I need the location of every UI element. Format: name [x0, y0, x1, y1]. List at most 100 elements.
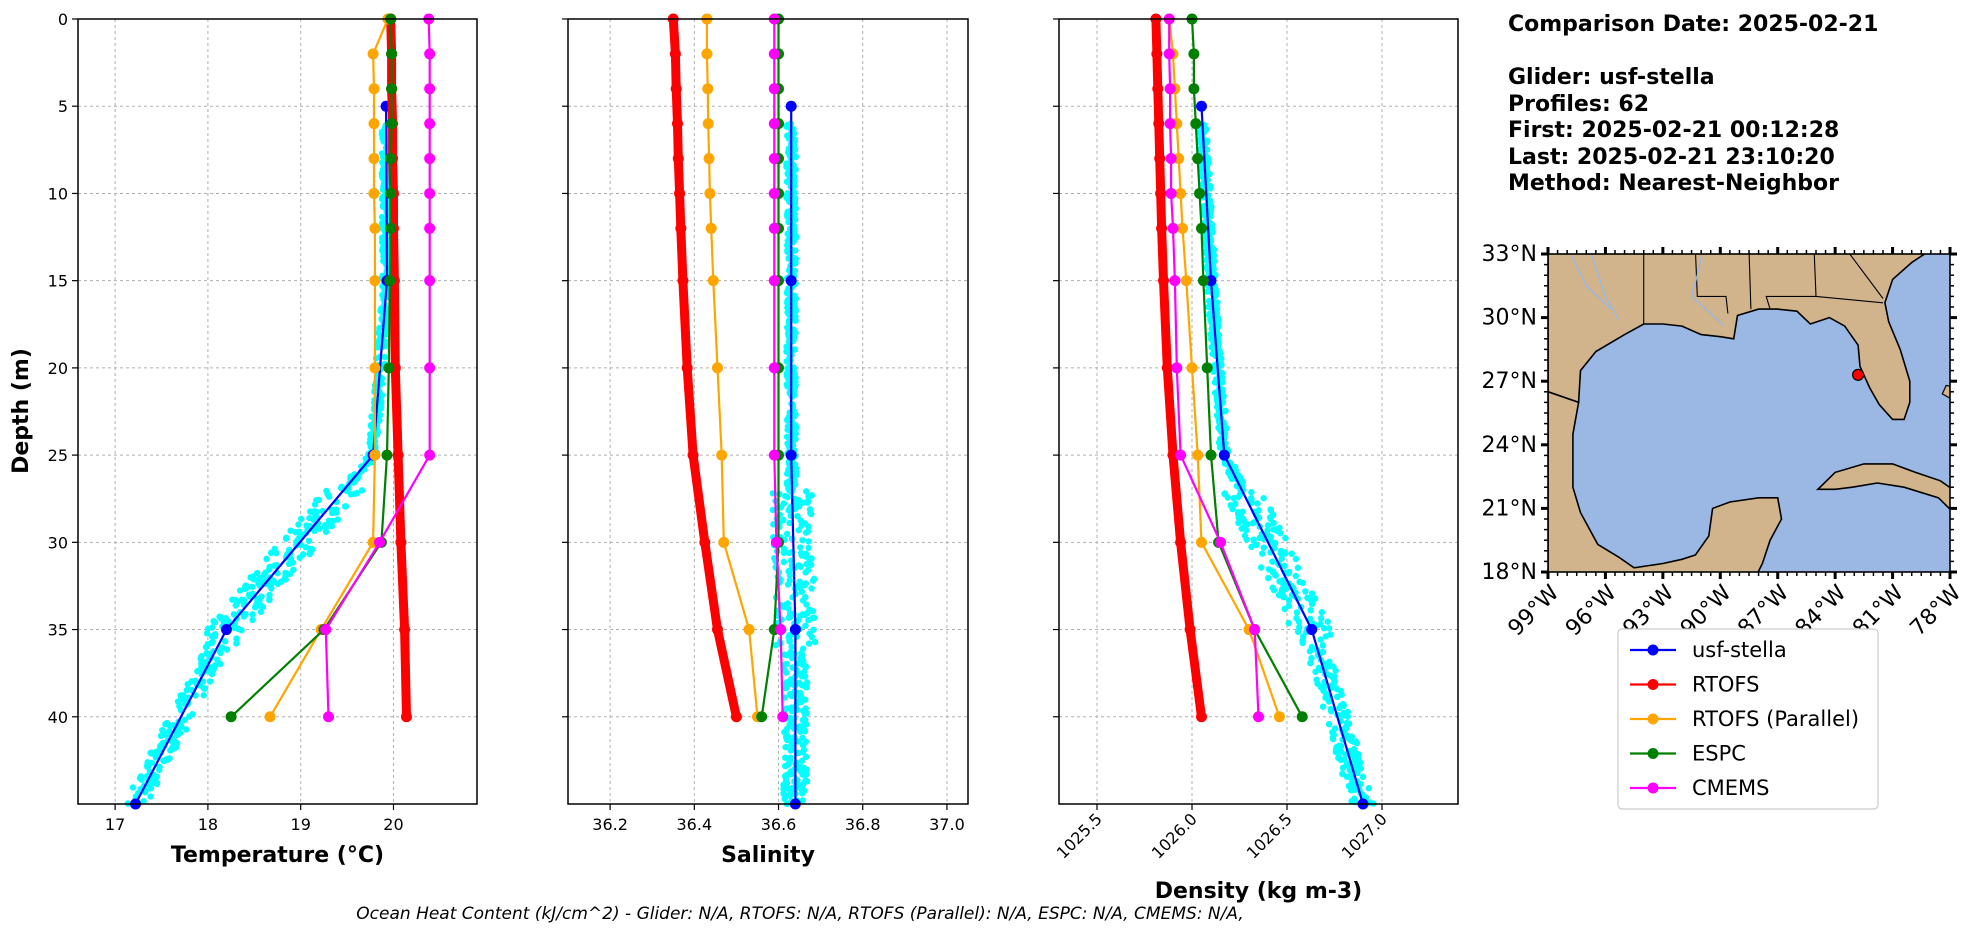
scatter-point: [208, 664, 215, 671]
scatter-point: [232, 602, 239, 609]
map-border: [1748, 254, 1752, 310]
y-tick-label: 10: [48, 184, 68, 203]
series-point: [1186, 362, 1198, 374]
series-point: [1161, 362, 1173, 374]
series-rtofs-parallel-: [701, 13, 763, 723]
series-point: [1167, 222, 1179, 234]
scatter-point: [1254, 500, 1261, 507]
scatter-point: [268, 580, 275, 588]
scatter-point: [254, 597, 261, 604]
scatter-point: [266, 591, 273, 599]
scatter-point: [1307, 607, 1314, 614]
scatter-point: [1357, 780, 1364, 788]
series-point: [768, 48, 780, 60]
scatter-point: [809, 577, 817, 584]
scatter-point: [1230, 495, 1237, 502]
scatter-point: [171, 738, 178, 745]
scatter-point: [148, 759, 156, 767]
series-cmems: [1163, 13, 1264, 723]
series-cmems: [768, 13, 789, 723]
y-tick-label: 25: [48, 446, 68, 465]
series-point: [1196, 711, 1207, 723]
scatter-point: [1350, 745, 1358, 753]
ohc-footer: Ocean Heat Content (kJ/cm^2) - Glider: N…: [356, 904, 1244, 924]
scatter-point: [801, 581, 808, 589]
series-point: [424, 83, 436, 95]
scatter-point: [257, 608, 265, 616]
series-point: [1177, 222, 1188, 234]
scatter-point: [1267, 533, 1274, 540]
comparison-date: Comparison Date: 2025-02-21: [1508, 12, 1879, 37]
series-point: [1167, 449, 1179, 461]
scatter-point: [1207, 331, 1214, 338]
series-point: [1218, 449, 1230, 461]
legend-box: [1617, 628, 1879, 810]
series-point: [699, 536, 711, 548]
scatter-point: [178, 723, 185, 731]
series-point: [1154, 153, 1166, 165]
scatter-point: [794, 499, 802, 506]
scatter-point: [1339, 764, 1347, 772]
scatter-point: [251, 604, 259, 611]
scatter-point: [798, 681, 805, 689]
scatter-point: [297, 515, 305, 523]
scatter-point: [379, 166, 387, 173]
series-usf-stella: [1196, 100, 1369, 810]
scatter-point: [807, 561, 815, 568]
scatter-point: [168, 744, 176, 751]
map-border: [1815, 295, 1884, 304]
legend-entry: RTOFS: [1630, 673, 1759, 697]
scatter-point: [792, 329, 799, 337]
legend: usf-stella RTOFS RTOFS (Parallel) ESPC CMEMS: [1617, 628, 1879, 810]
scatter-point: [235, 625, 242, 633]
x-axis-label: Density (kg m-3): [1155, 879, 1363, 904]
scatter-point: [1278, 555, 1285, 562]
scatter-point: [795, 699, 802, 706]
scatter-point: [162, 721, 169, 728]
scatter-point: [1197, 145, 1204, 152]
scatter-point: [380, 246, 387, 254]
y-axis-label: Depth (m): [9, 348, 34, 474]
series-point: [1173, 153, 1185, 165]
scatter-point: [241, 585, 249, 592]
scatter-point: [159, 730, 167, 737]
scatter-point: [1213, 412, 1221, 419]
series-point: [1184, 624, 1196, 636]
scatter-point: [799, 499, 807, 506]
map-river: [1690, 254, 1725, 327]
scatter-point: [803, 601, 810, 608]
legend-label: RTOFS (Parallel): [1692, 707, 1859, 731]
map-river: [1570, 254, 1612, 310]
x-tick-label: 18: [198, 815, 218, 834]
series-point: [369, 449, 381, 461]
scatter-point: [802, 569, 809, 576]
scatter-point: [374, 340, 381, 347]
last-time: Last: 2025-02-21 23:10:20: [1508, 144, 1835, 170]
scatter-point: [1269, 558, 1276, 565]
scatter-point: [1325, 721, 1333, 728]
scatter-point: [800, 764, 808, 772]
scatter-point: [321, 522, 329, 529]
scatter-point: [805, 523, 812, 530]
series-point: [383, 362, 395, 374]
scatter-point: [1264, 522, 1272, 529]
series-point: [1194, 187, 1206, 199]
x-tick-label: 17: [105, 815, 125, 834]
series-point: [424, 153, 436, 165]
scatter-point: [1205, 311, 1213, 319]
scatter-point: [782, 772, 790, 779]
scatter-point: [1272, 572, 1279, 579]
scatter-point: [305, 537, 313, 545]
scatter-point: [1208, 221, 1216, 228]
series-point: [1169, 275, 1181, 287]
series-point: [768, 83, 780, 95]
legend-marker: [1647, 782, 1659, 794]
scatter-point: [808, 585, 815, 592]
scatter-point: [802, 622, 809, 629]
scatter-point: [249, 583, 256, 591]
scatter-point: [295, 521, 302, 528]
scatter-point: [1322, 633, 1330, 640]
series-point: [716, 449, 728, 461]
scatter-point: [792, 153, 800, 161]
scatter-point: [1317, 615, 1325, 622]
